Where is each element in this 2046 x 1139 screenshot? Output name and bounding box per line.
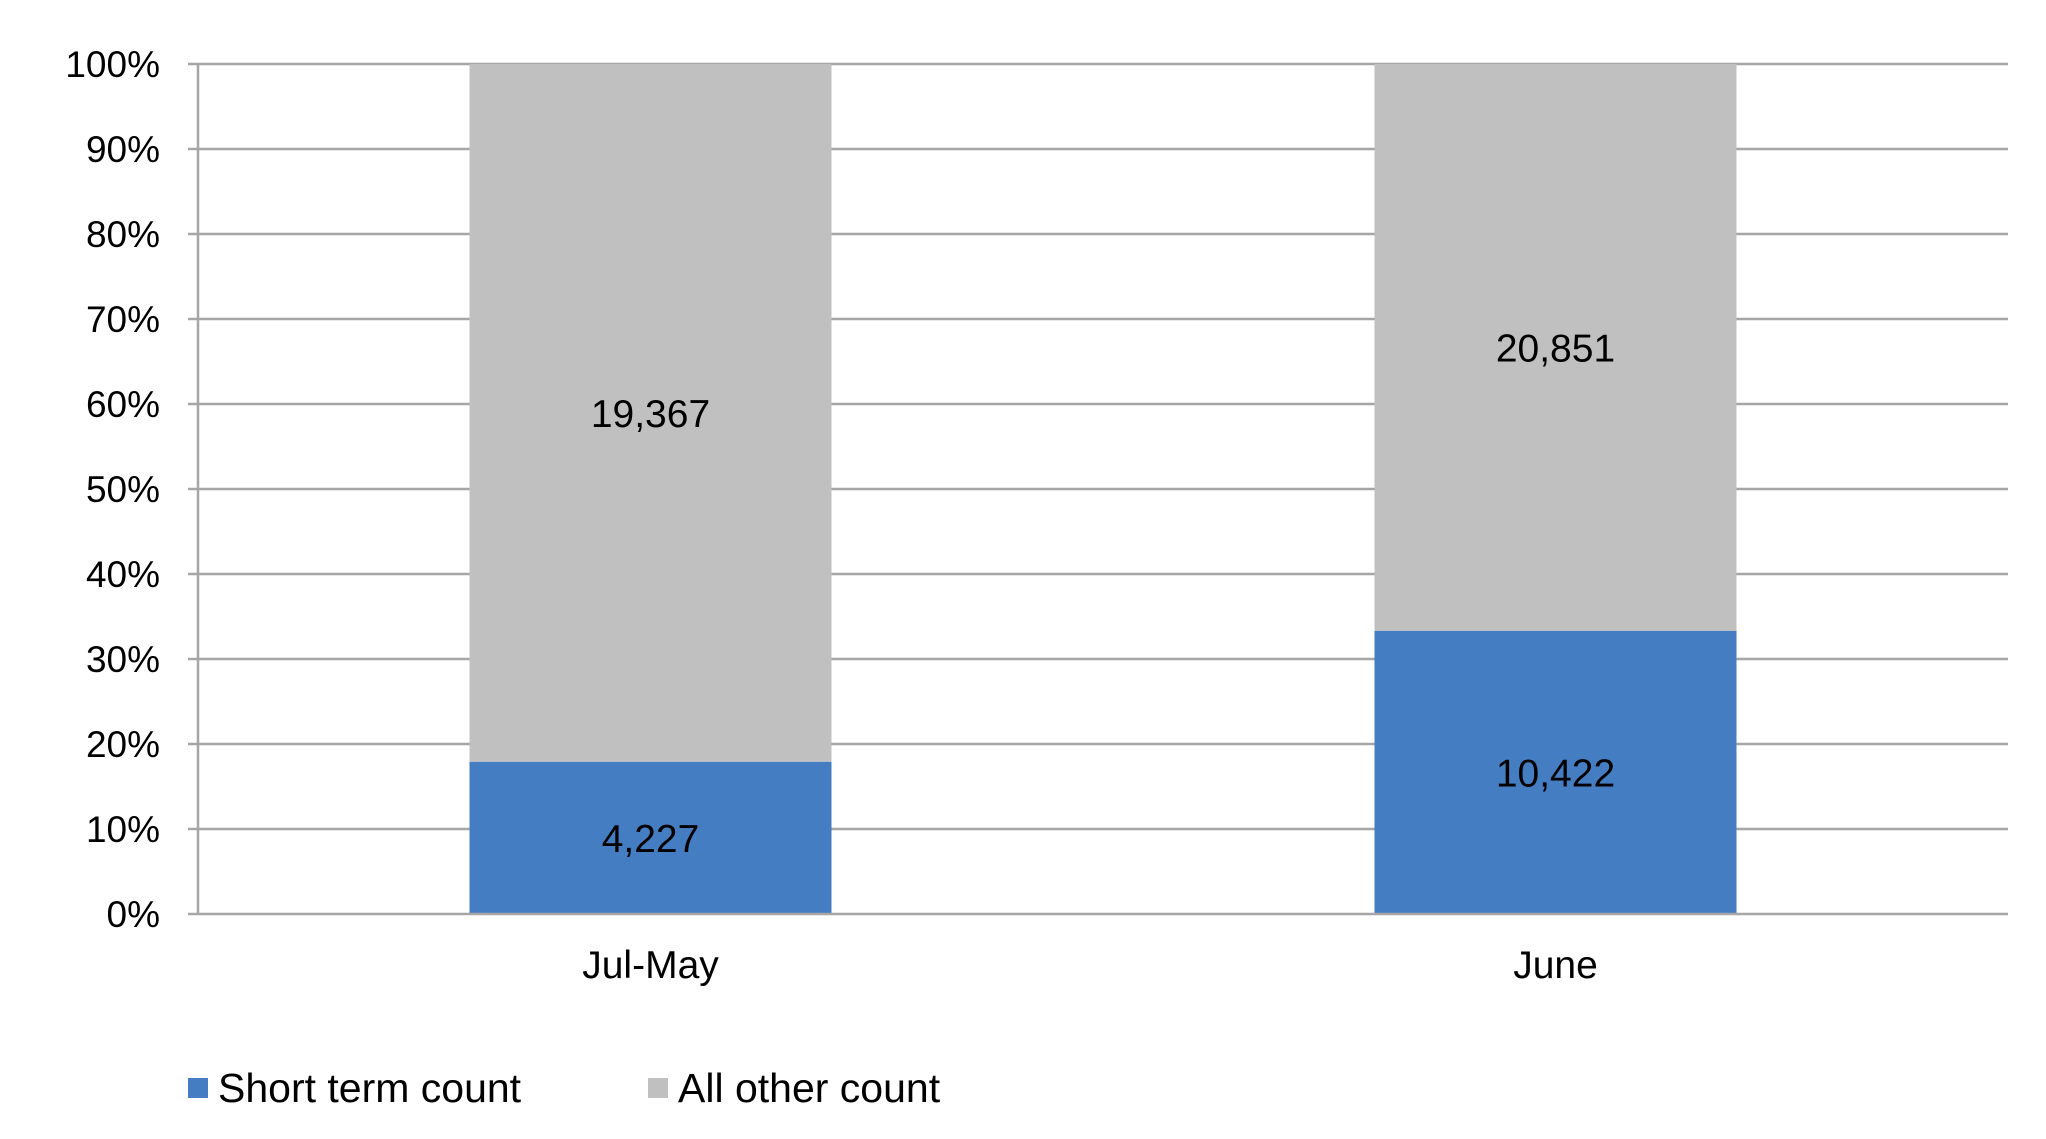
bar-segment: [1374, 64, 1737, 631]
y-tick-label: 40%: [86, 554, 160, 595]
legend-label: All other count: [678, 1065, 941, 1111]
legend-label: Short term count: [218, 1065, 522, 1111]
data-label: 20,851: [1496, 327, 1615, 370]
y-tick-label: 50%: [86, 469, 160, 510]
bars: [469, 64, 1737, 914]
y-tick-label: 80%: [86, 214, 160, 255]
y-tick-label: 100%: [65, 44, 160, 85]
data-label: 4,227: [602, 818, 700, 861]
y-tick-label: 0%: [107, 894, 160, 935]
y-tick-label: 90%: [86, 129, 160, 170]
legend: Short term count All other count: [188, 1065, 941, 1111]
x-category-label: Jul-May: [582, 944, 719, 987]
y-tick-label: 20%: [86, 724, 160, 765]
bar-segment: [469, 761, 832, 914]
legend-swatch: [648, 1078, 668, 1098]
axes: [188, 62, 2008, 916]
data-label: 19,367: [591, 393, 710, 436]
y-tick-label: 70%: [86, 299, 160, 340]
y-tick-label: 30%: [86, 639, 160, 680]
bar-segment: [1374, 630, 1737, 914]
y-tick-label: 10%: [86, 809, 160, 850]
legend-swatch: [188, 1078, 208, 1098]
bar-segment: [469, 64, 832, 762]
y-tick-label: 60%: [86, 384, 160, 425]
x-category-label: June: [1513, 944, 1598, 987]
labels: 0% 10% 20% 30% 40% 50% 60% 70% 80% 90% 100% 4,227 19…: [65, 44, 1615, 987]
data-label: 10,422: [1496, 752, 1615, 795]
